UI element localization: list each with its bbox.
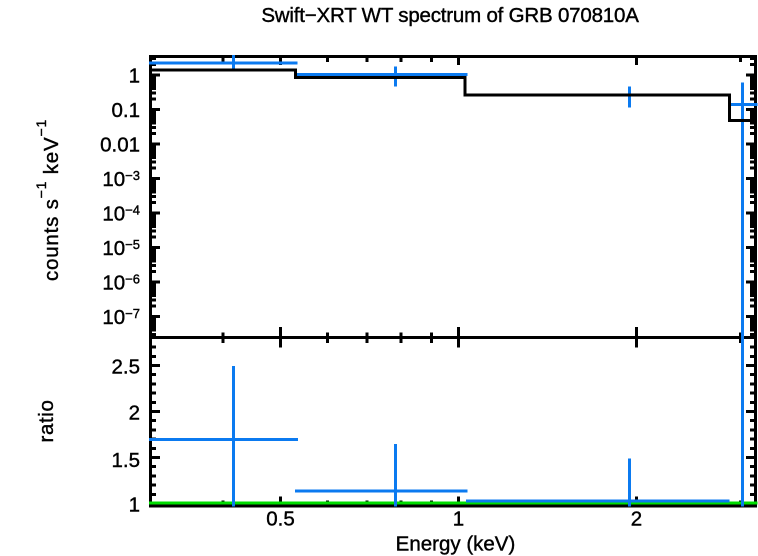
svg-text:0.5: 0.5 <box>266 508 295 531</box>
svg-text:1: 1 <box>129 494 140 517</box>
svg-text:ratio: ratio <box>35 400 58 443</box>
svg-text:2.5: 2.5 <box>112 355 141 378</box>
svg-text:1: 1 <box>453 508 464 531</box>
svg-text:Energy (keV): Energy (keV) <box>396 533 516 556</box>
svg-text:0.1: 0.1 <box>112 99 141 122</box>
svg-text:1.5: 1.5 <box>112 449 141 472</box>
svg-text:Swift−XRT WT spectrum of GRB 0: Swift−XRT WT spectrum of GRB 070810A <box>261 4 639 27</box>
svg-text:2: 2 <box>129 402 140 425</box>
svg-text:10−7: 10−7 <box>102 306 140 329</box>
svg-text:1: 1 <box>129 65 140 88</box>
svg-text:0.01: 0.01 <box>100 134 140 157</box>
svg-text:2: 2 <box>631 508 642 531</box>
